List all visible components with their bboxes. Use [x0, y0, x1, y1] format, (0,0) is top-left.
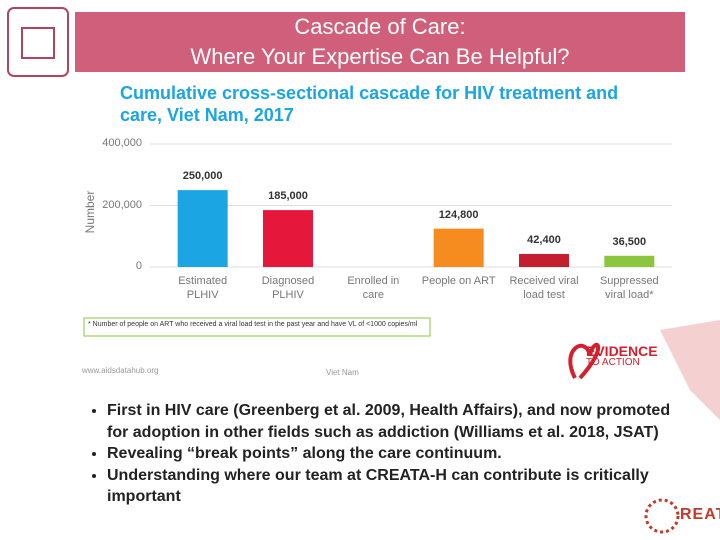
x-tick-label: Received viral load test — [509, 275, 579, 301]
bullet: Revealing “break points” along the care … — [107, 443, 687, 465]
logo-emblem — [21, 27, 55, 59]
value-label: 36,500 — [612, 235, 647, 248]
bullet: First in HIV care (Greenberg et al. 2009… — [107, 400, 687, 443]
x-tick-label: Estimated PLHIV — [178, 275, 228, 301]
title-bar: Cascade of Care: Where Your Expertise Ca… — [75, 12, 685, 72]
reata-emblem — [644, 498, 680, 534]
bullet-list: First in HIV care (Greenberg et al. 2009… — [85, 400, 687, 508]
chart-title: Cumulative cross-sectional cascade for H… — [120, 83, 619, 125]
y-axis-label: Number — [83, 190, 97, 234]
footnote: * Number of people on ART who received a… — [88, 321, 418, 328]
bar — [433, 228, 484, 267]
x-tick-label: Suppressed viral load* — [599, 275, 659, 301]
x-tick-label: Diagnosed PLHIV — [261, 275, 315, 301]
to-action-logo: TO ACTION — [586, 357, 640, 368]
slide-title: Cascade of Care: — [294, 14, 466, 39]
value-label: 124,800 — [438, 208, 479, 221]
source: www.aidsdatahub.org — [82, 366, 159, 375]
footnote-box — [83, 317, 431, 337]
value-label: 250,000 — [182, 170, 223, 183]
bullet: Understanding where our team at CREATA-H… — [107, 465, 687, 508]
bar — [263, 210, 313, 267]
ribbon — [568, 342, 601, 380]
y-tick-label: 0 — [135, 260, 142, 272]
bar — [604, 255, 655, 267]
decor — [660, 320, 720, 420]
x-tick-label: Enrolled in care — [347, 275, 400, 301]
value-label: 185,000 — [268, 190, 308, 203]
region: Viet Nam — [326, 368, 359, 377]
evidence-logo: EVIDENCE — [586, 343, 658, 359]
y-tick-label: 400,000 — [102, 137, 142, 149]
university-logo — [7, 7, 69, 77]
value-label: 42,400 — [527, 233, 561, 246]
slide-title: Where Your Expertise Can Be Helpful? — [190, 44, 570, 69]
reata-logo: REATA — [680, 506, 720, 523]
bar — [519, 253, 569, 267]
bar — [177, 190, 228, 267]
y-tick-label: 200,000 — [102, 198, 142, 211]
x-tick-label: People on ART — [421, 275, 496, 287]
